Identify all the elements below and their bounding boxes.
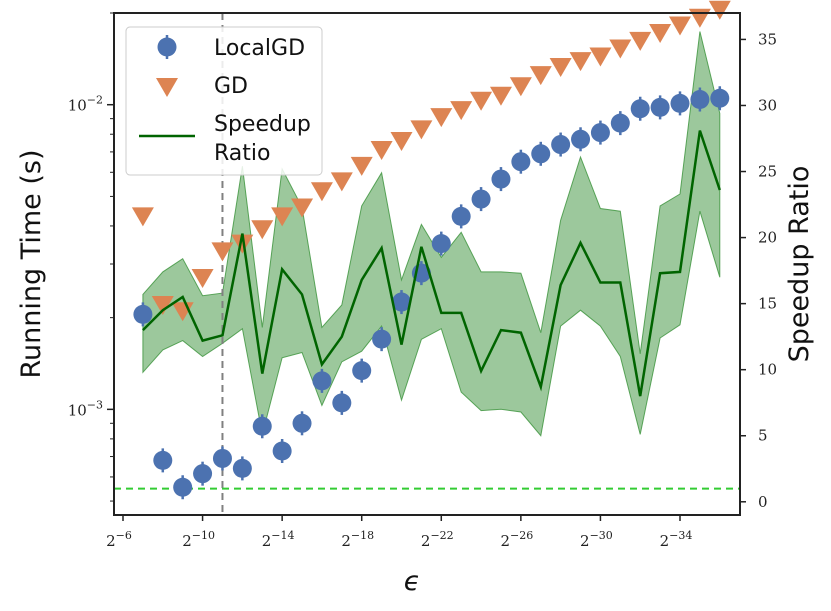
x-tick-label: 2−14: [262, 529, 295, 550]
gd-point: [330, 172, 353, 192]
y-right-tick-label: 35: [758, 30, 777, 48]
localgd-point: [471, 189, 491, 209]
localgd-point: [212, 448, 232, 468]
legend-box: [125, 26, 323, 176]
localgd-point: [392, 292, 411, 312]
localgd-point: [312, 371, 332, 391]
localgd-point: [193, 464, 213, 484]
localgd-point: [332, 393, 352, 413]
localgd-point: [531, 144, 551, 164]
gd-point: [191, 268, 214, 288]
localgd-point: [590, 123, 610, 143]
gd-point: [450, 101, 473, 121]
localgd-point: [451, 206, 471, 226]
localgd-point: [551, 135, 571, 155]
localgd-point: [670, 93, 690, 113]
gd-point: [310, 182, 333, 202]
gd-point: [211, 242, 234, 262]
y-axis-left-title: Running Time (s): [16, 149, 47, 378]
localgd-point: [610, 113, 630, 133]
plot-layer: [114, 0, 740, 515]
gd-point: [470, 91, 493, 111]
legend-localgd-label: LocalGD: [214, 36, 305, 61]
y-right-tick-label: 0: [758, 493, 768, 511]
plot-frame: [113, 12, 741, 516]
gd-point: [529, 66, 552, 86]
gd-point: [509, 77, 532, 97]
localgd-point: [630, 99, 650, 119]
gd-point: [489, 86, 512, 106]
gd-point: [549, 57, 572, 77]
gd-point: [131, 207, 154, 227]
gd-point: [291, 198, 314, 218]
localgd-point: [710, 88, 730, 108]
y-axis-right-title: Speedup Ratio: [784, 166, 815, 363]
gd-point: [251, 220, 274, 240]
gd-point: [370, 141, 393, 161]
y-right-tick-label: 30: [758, 96, 777, 114]
localgd-point: [352, 361, 372, 381]
gd-point: [231, 234, 254, 254]
localgd-point: [372, 329, 392, 349]
speedup-line: [142, 130, 721, 397]
gd-point: [589, 47, 612, 67]
localgd-point: [571, 129, 591, 149]
localgd-point: [491, 169, 511, 189]
localgd-point: [690, 90, 710, 110]
legend-localgd-marker: [157, 37, 177, 57]
gd-point: [430, 108, 453, 128]
gd-point: [151, 296, 174, 316]
x-axis-title: ϵ: [404, 566, 421, 597]
localgd-point: [292, 413, 312, 433]
axes-layer: 2−6 2−10 2−14 2−18 2−22 2−26 2−30 2−34 10−2 10−3 0…: [68, 12, 777, 550]
localgd-point: [232, 458, 252, 478]
y-right-tick-label: 5: [758, 427, 768, 445]
localgd-point: [133, 304, 153, 324]
legend-gd-label: GD: [214, 74, 248, 99]
legend-gd-marker: [156, 78, 178, 97]
x-tick-label: 2−34: [660, 529, 693, 550]
gd-point: [271, 207, 294, 227]
x-tick-label: 2−18: [341, 529, 374, 550]
y-right-tick-label: 20: [758, 229, 777, 247]
y-right-tick-label: 25: [758, 163, 777, 181]
gd-point: [649, 23, 672, 43]
legend-speedup-label-line1: Speedup: [214, 112, 311, 137]
x-tick-label: 2−6: [106, 529, 132, 550]
localgd-point: [272, 441, 292, 461]
gd-point: [629, 31, 652, 51]
x-tick-label: 2−30: [580, 529, 613, 550]
y-right-tick-label: 10: [758, 361, 777, 379]
localgd-point: [431, 234, 451, 254]
localgd-point: [650, 97, 670, 117]
gd-point: [669, 16, 691, 36]
gd-point: [569, 52, 592, 72]
y-right-tick-label: 15: [758, 295, 777, 313]
y-left-tick-label: 10−3: [68, 398, 103, 419]
localgd-point: [511, 152, 531, 172]
speedup-band: [142, 31, 721, 437]
gd-point: [410, 120, 433, 140]
x-tick-label: 2−26: [500, 529, 533, 550]
legend: LocalGD GD Speedup Ratio: [125, 26, 323, 176]
legend-speedup-label-line2: Ratio: [214, 141, 270, 166]
gd-point: [390, 132, 413, 152]
x-tick-label: 2−10: [182, 529, 215, 550]
gd-point: [609, 39, 632, 59]
localgd-point: [153, 450, 173, 470]
localgd-point: [252, 416, 272, 436]
x-tick-label: 2−22: [421, 529, 454, 550]
localgd-point: [173, 477, 193, 497]
gd-point: [708, 0, 731, 20]
y-left-tick-label: 10−2: [68, 94, 103, 115]
gd-point: [350, 156, 373, 176]
